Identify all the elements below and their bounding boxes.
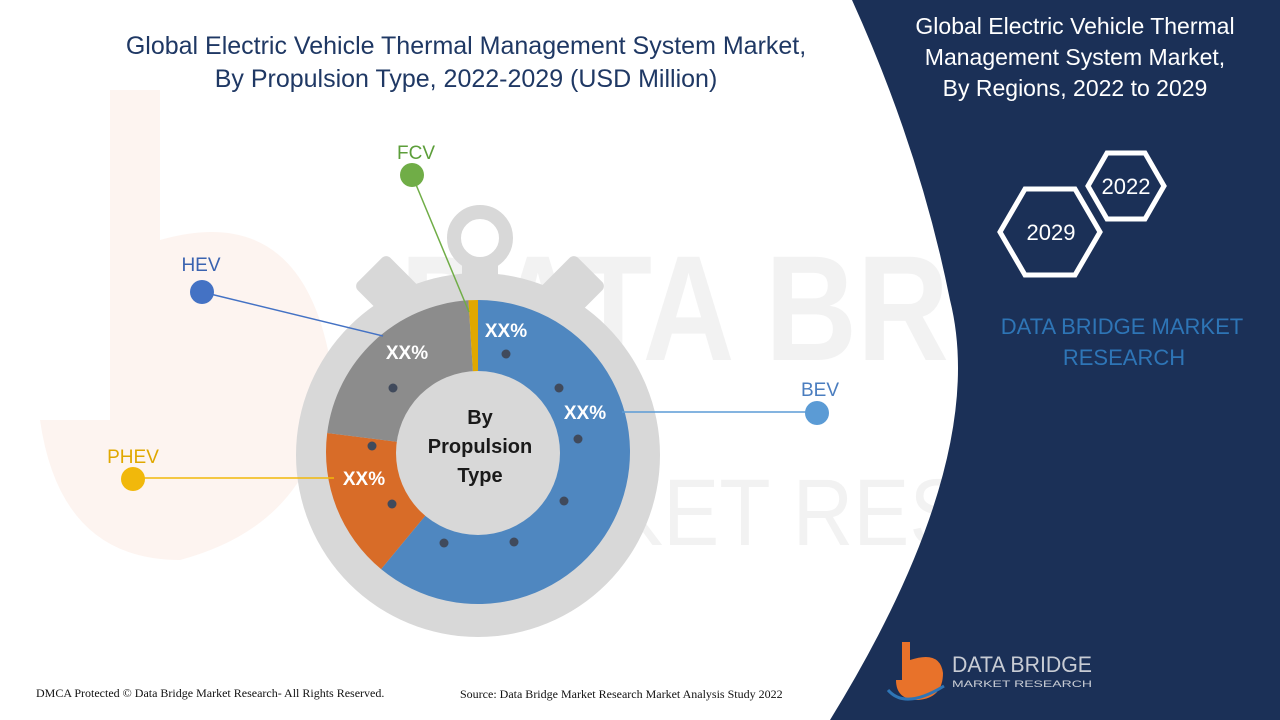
donut-slice-bev — [381, 300, 630, 604]
donut-slice-hev — [327, 300, 473, 442]
legend-marker-hev — [190, 280, 214, 304]
legend-label-bev: BEV — [801, 380, 839, 401]
ring-dot — [559, 496, 569, 506]
year-end-label: 2029 — [1027, 220, 1076, 245]
leader-line-hev — [201, 291, 384, 337]
legend-marker-fcv — [400, 163, 424, 187]
footer-source: Source: Data Bridge Market Research Mark… — [460, 687, 783, 701]
legend-callout-fcv: FCV — [397, 143, 470, 313]
legend-callout-bev: BEV — [622, 380, 839, 425]
center-label-line2: Propulsion — [428, 436, 532, 458]
side-panel-brand-line1: DATA BRIDGE MARKET — [1001, 314, 1243, 339]
hexagon-year-end — [997, 186, 1103, 278]
year-start-label: 2022 — [1102, 174, 1151, 199]
ring-dot — [573, 434, 583, 444]
legend-label-fcv: FCV — [397, 143, 435, 164]
data-label-hev: XX% — [386, 343, 428, 364]
side-panel-title-line2: Management System Market, — [925, 44, 1225, 70]
data-label-phev: XX% — [343, 469, 385, 490]
logo-mark-swoosh — [886, 684, 945, 701]
legend-label-phev: PHEV — [107, 447, 159, 468]
ring-dot — [554, 383, 564, 393]
donut-slices — [326, 300, 630, 604]
ring-dot — [439, 538, 449, 548]
logo-name: DATA BRIDGE — [952, 652, 1092, 677]
data-label-bev: XX% — [564, 403, 606, 424]
company-logo: DATA BRIDGE MARKET RESEARCH — [886, 642, 1092, 701]
legend-callout-phev: PHEV — [107, 447, 334, 491]
leader-line-fcv — [411, 174, 470, 313]
donut-slice-fcv — [468, 300, 478, 373]
logo-mark — [896, 642, 943, 700]
center-label-line1: By — [467, 407, 493, 429]
ring-dot — [387, 499, 397, 509]
logo-tagline: MARKET RESEARCH — [952, 679, 1092, 689]
footer-dmca: DMCA Protected © Data Bridge Market Rese… — [36, 686, 384, 700]
ring-dot — [388, 383, 398, 393]
legend-callout-hev: HEV — [181, 255, 384, 337]
watermark-logo — [40, 90, 330, 560]
side-panel-background — [830, 0, 1280, 720]
legend-marker-bev — [805, 401, 829, 425]
data-label-bev-inner: XX% — [485, 321, 527, 342]
ring-dot — [367, 441, 377, 451]
side-panel-brand-line2: RESEARCH — [1063, 345, 1185, 370]
ring-dots — [367, 349, 583, 548]
ring-dot — [501, 349, 511, 359]
center-label-line3: Type — [457, 465, 502, 487]
center-hub — [396, 371, 560, 535]
ring-dot — [509, 537, 519, 547]
legend-label-hev: HEV — [181, 255, 220, 276]
hexagon-year-start — [1085, 150, 1167, 222]
side-panel-title-line1: Global Electric Vehicle Thermal — [915, 13, 1234, 39]
chart-subtitle: By Propulsion Type, 2022-2029 (USD Milli… — [215, 65, 718, 93]
chart-title: Global Electric Vehicle Thermal Manageme… — [126, 32, 806, 60]
legend-marker-phev — [121, 467, 145, 491]
donut-slice-phev — [326, 432, 428, 570]
side-panel-title-line3: By Regions, 2022 to 2029 — [943, 75, 1208, 101]
